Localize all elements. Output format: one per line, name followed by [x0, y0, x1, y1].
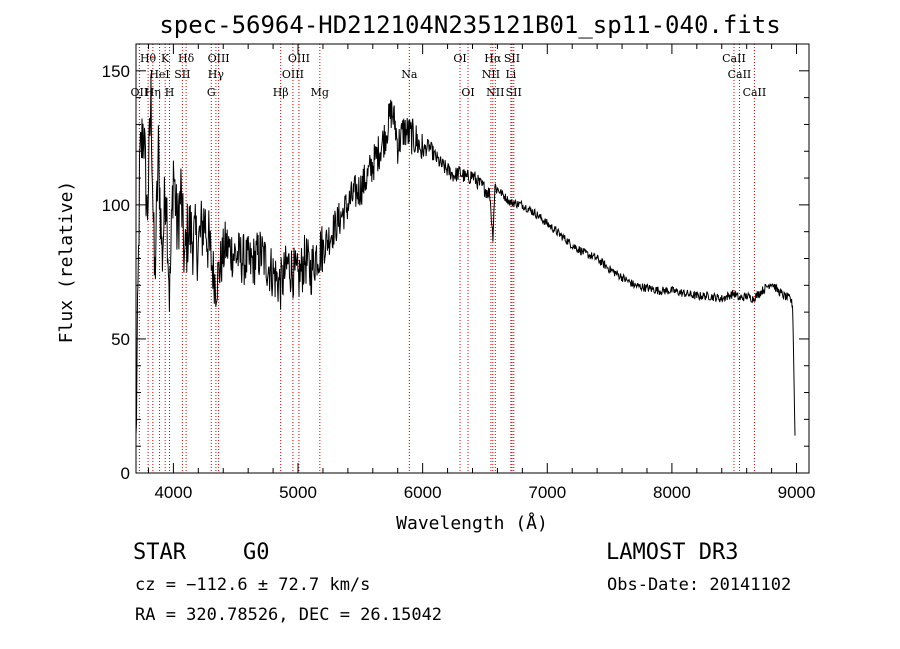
- line-label: Hβ: [273, 86, 289, 99]
- line-label: H: [165, 86, 175, 99]
- line-label: SII: [174, 68, 190, 81]
- line-label: Li: [505, 68, 516, 81]
- chart-title: spec-56964-HD212104N235121B01_sp11-040.f…: [159, 11, 780, 39]
- x-axis-label: Wavelength (Å): [396, 512, 548, 534]
- line-label: OIII: [288, 52, 310, 65]
- y-tick-label: 50: [111, 330, 130, 349]
- line-label: Na: [401, 68, 418, 81]
- line-label: NII: [482, 68, 500, 81]
- line-label: OI: [453, 52, 466, 65]
- object-class: STAR: [133, 540, 186, 565]
- x-tick-label: 7000: [528, 483, 566, 502]
- line-label: SII: [506, 86, 522, 99]
- line-label: OIII: [282, 68, 304, 81]
- line-label: G: [207, 86, 216, 99]
- x-tick-label: 6000: [404, 483, 442, 502]
- x-tick-label: 4000: [154, 483, 192, 502]
- line-label: SII: [504, 52, 520, 65]
- line-label: OI: [461, 86, 474, 99]
- survey-name: LAMOST DR3: [606, 540, 739, 565]
- spectral-line-markers: [138, 44, 755, 473]
- object-subclass: G0: [243, 540, 270, 565]
- sky-coordinates: RA = 320.78526, DEC = 26.15042: [135, 605, 443, 625]
- line-label: Hα: [484, 52, 502, 65]
- line-label: CaII: [722, 52, 746, 65]
- redshift-velocity: cz = −112.6 ± 72.7 km/s: [135, 575, 371, 595]
- axis-ticks: 4000 5000 6000 7000 8000 9000 0 50 100 150: [102, 44, 816, 502]
- line-label: OIII: [208, 52, 230, 65]
- line-label: Hδ: [178, 52, 195, 65]
- spectrum-series-line: [135, 73, 796, 436]
- observation-date: Obs-Date: 20141102: [607, 575, 792, 595]
- y-tick-label: 0: [121, 464, 130, 483]
- line-label: NII: [486, 86, 504, 99]
- line-label: Mg: [311, 86, 329, 99]
- x-tick-label: 5000: [279, 483, 317, 502]
- line-label: Hθ: [140, 52, 157, 65]
- line-label: K: [161, 52, 170, 65]
- line-label: HeI: [149, 68, 169, 81]
- line-label: Hγ: [208, 68, 225, 81]
- line-label: CaII: [743, 86, 767, 99]
- line-label: CaII: [728, 68, 752, 81]
- x-tick-label: 8000: [653, 483, 691, 502]
- spectral-line-labels: OII Hθ Hη HeI K SII H Hδ G OIII Hγ Hβ OIII OIII Mg Na OI…: [131, 52, 767, 99]
- y-tick-label: 100: [102, 196, 130, 215]
- y-tick-label: 150: [102, 62, 130, 81]
- line-label: Hη: [145, 86, 161, 99]
- x-tick-label: 9000: [778, 483, 816, 502]
- line-label: OII: [131, 86, 149, 99]
- y-axis-label: Flux (relative): [56, 181, 77, 344]
